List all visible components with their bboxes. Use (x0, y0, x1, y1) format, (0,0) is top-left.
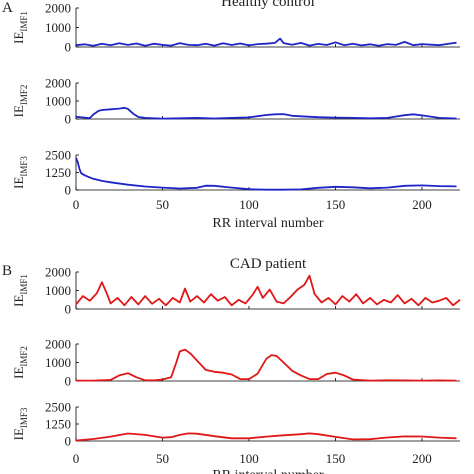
y-tick-label: 0 (65, 40, 72, 55)
x-tick-label: 100 (239, 197, 259, 212)
y-axis-label: IEIMF1 (11, 11, 29, 44)
y-tick-label: 2000 (45, 265, 71, 280)
y-axis-label: IEIMF2 (11, 85, 29, 118)
y-axis-label: IEIMF3 (11, 407, 29, 440)
y-tick-label: 2000 (45, 1, 71, 16)
x-axis-label: RR interval number (212, 468, 324, 474)
panel-title: CAD patient (230, 256, 307, 272)
y-axis-label: IEIMF2 (11, 346, 29, 379)
y-tick-label: 1000 (45, 20, 71, 35)
y-tick-label: 0 (65, 112, 72, 127)
y-tick-label: 2500 (45, 148, 71, 163)
x-tick-label: 200 (412, 197, 432, 212)
panel-label-A: A (2, 0, 13, 16)
y-tick-label: 1250 (45, 165, 71, 180)
x-tick-label: 0 (73, 197, 80, 212)
y-tick-label: 2000 (45, 337, 71, 352)
x-tick-label: 0 (73, 451, 80, 466)
y-tick-label: 0 (65, 302, 72, 317)
series-line (75, 37, 457, 47)
y-tick-label: 0 (65, 183, 72, 198)
x-tick-label: 50 (156, 451, 169, 466)
series-line (75, 432, 457, 442)
series-line (75, 157, 457, 191)
y-tick-label: 1000 (45, 355, 71, 370)
panel-label-B: B (2, 263, 12, 279)
y-tick-label: 0 (65, 374, 72, 389)
x-tick-label: 50 (156, 197, 169, 212)
y-tick-label: 2500 (45, 400, 71, 415)
series-line (75, 106, 457, 120)
y-tick-label: 0 (65, 434, 72, 449)
x-axis-label: RR interval number (212, 216, 324, 231)
x-tick-label: 100 (239, 451, 259, 466)
series-line (76, 348, 457, 382)
panel-title: Healthy control (221, 0, 315, 10)
x-tick-label: 150 (326, 197, 346, 212)
y-axis-label: IEIMF3 (11, 156, 29, 189)
y-tick-label: 1000 (45, 283, 71, 298)
y-tick-label: 1250 (45, 417, 71, 432)
series-line (75, 274, 461, 307)
x-tick-label: 200 (412, 451, 432, 466)
y-tick-label: 1000 (45, 94, 71, 109)
x-tick-label: 150 (326, 451, 346, 466)
y-tick-label: 2000 (45, 76, 71, 91)
y-axis-label: IEIMF1 (11, 274, 29, 307)
